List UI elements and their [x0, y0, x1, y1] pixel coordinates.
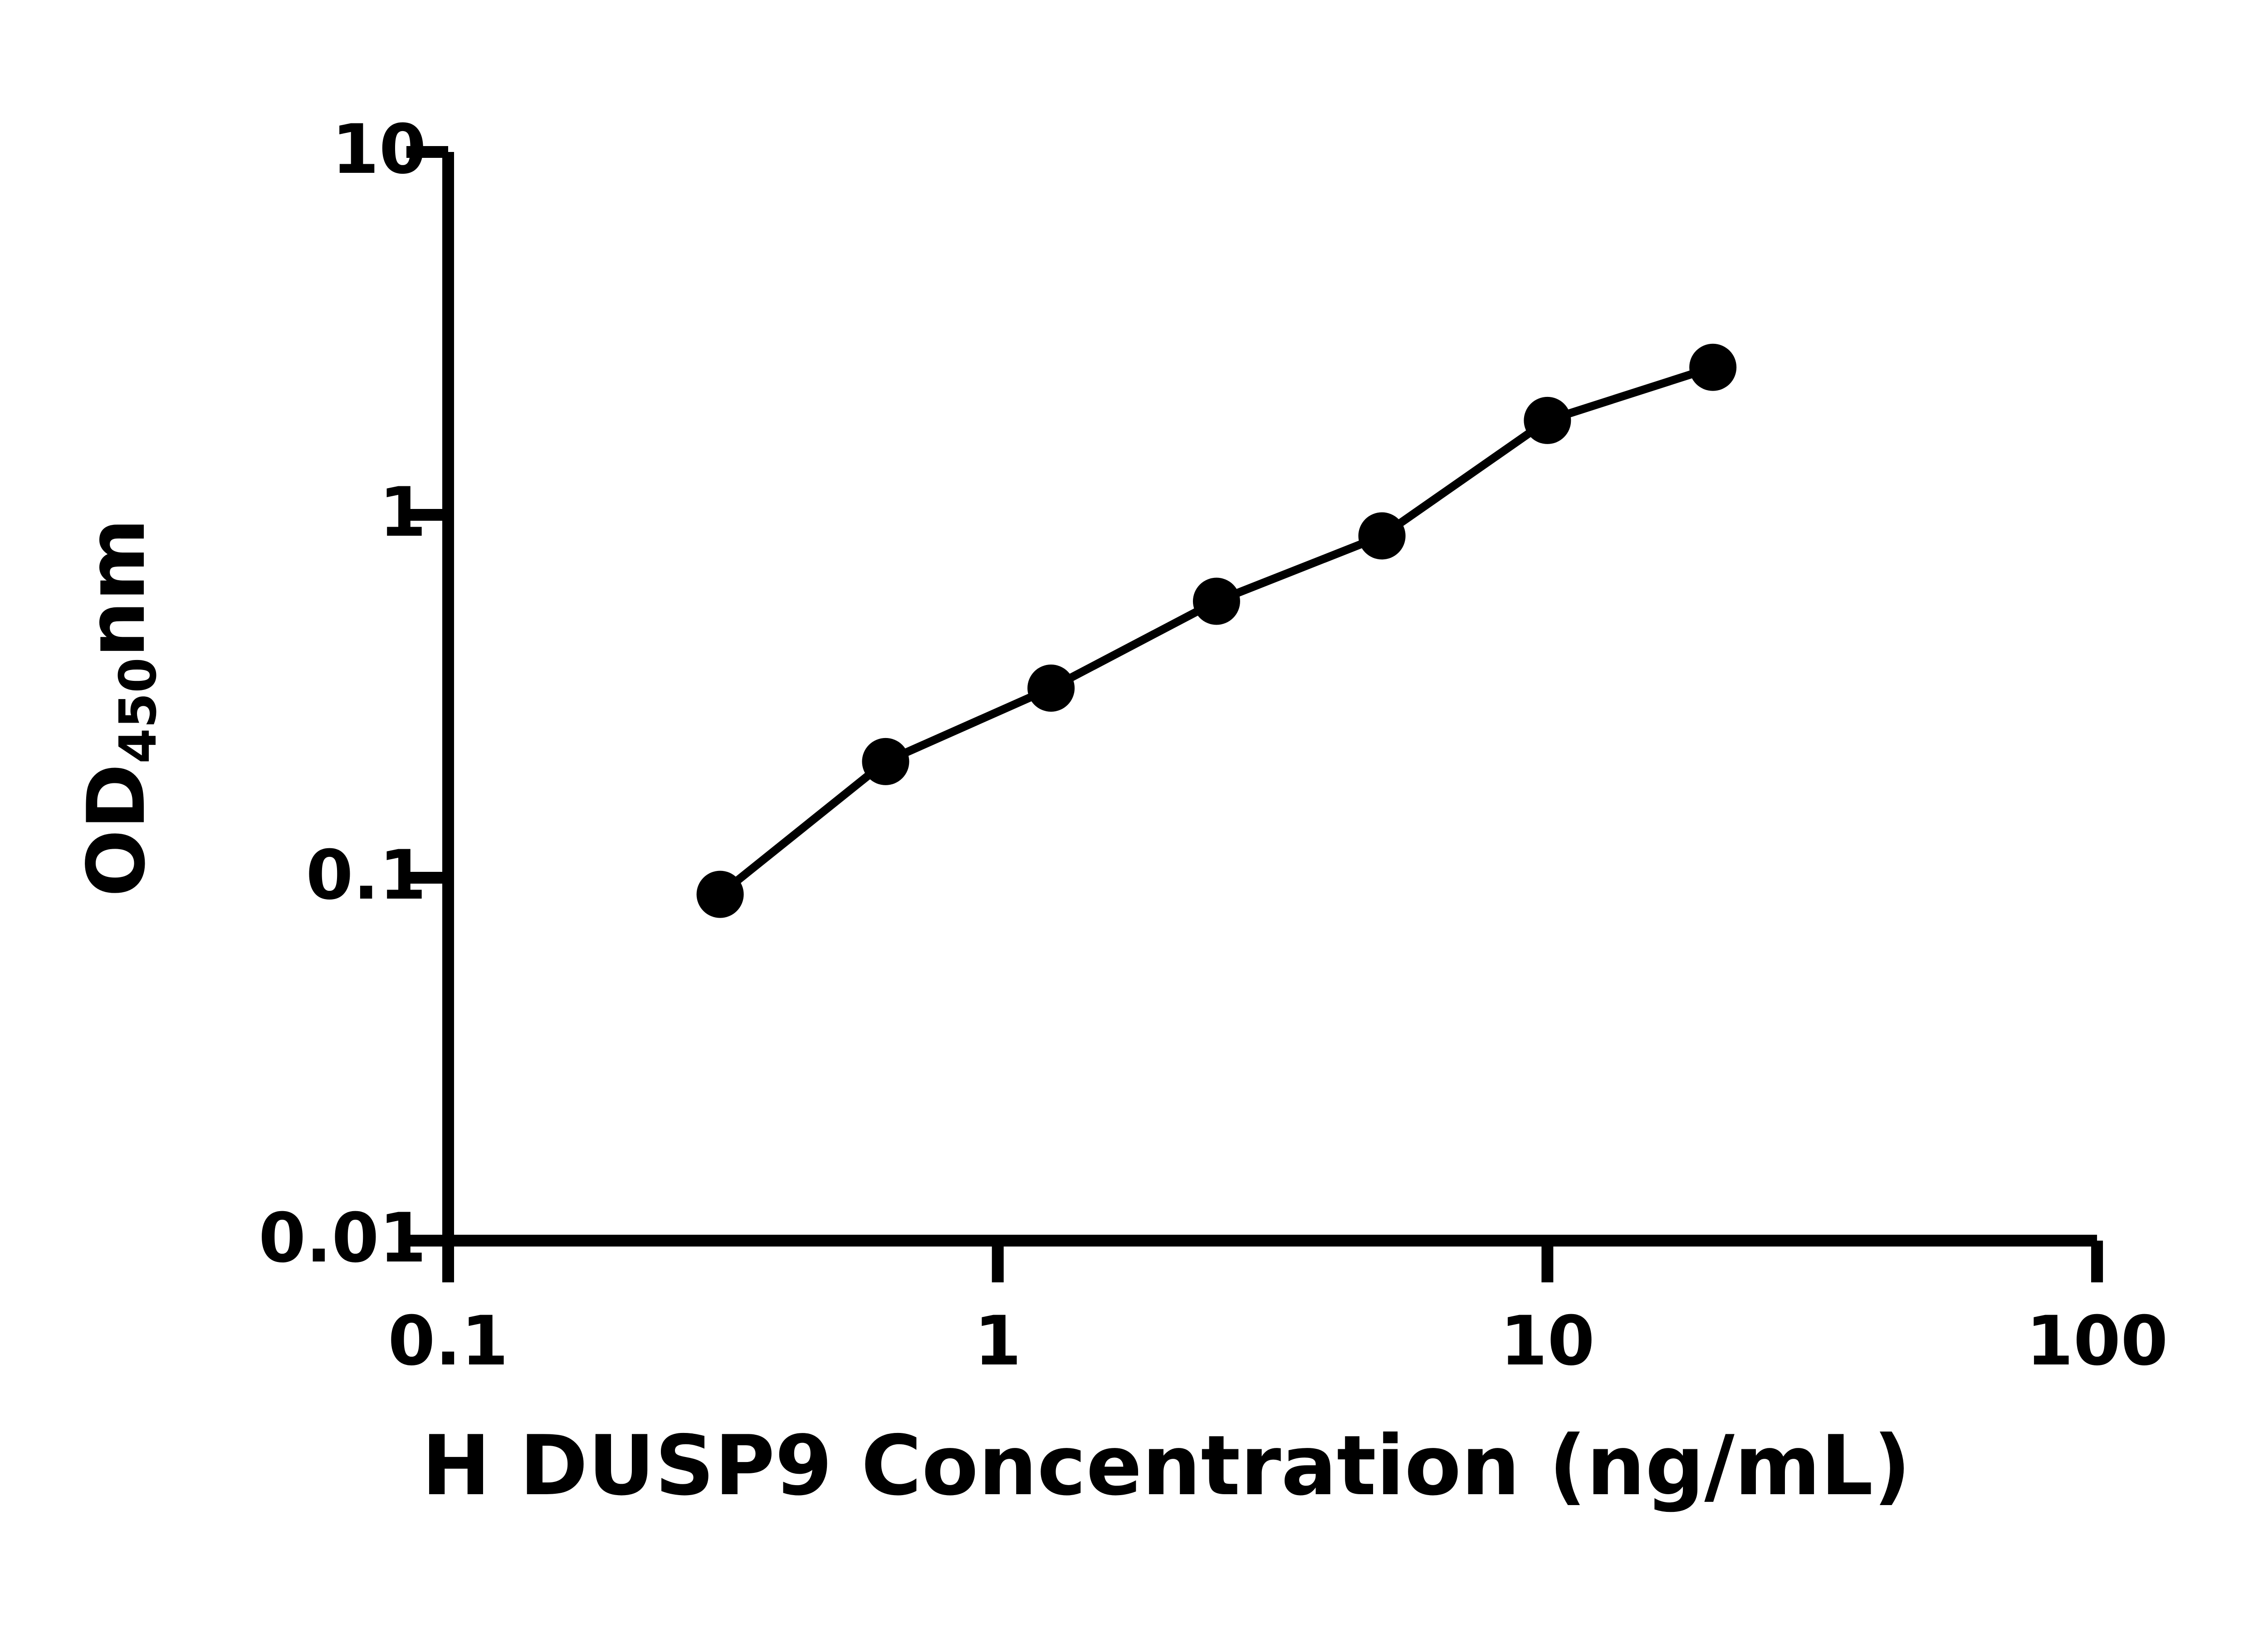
x-tick-label-1: 1	[974, 1302, 1022, 1381]
data-series	[696, 343, 1737, 918]
data-point-2	[1027, 665, 1075, 712]
data-point-0	[696, 870, 744, 918]
data-point-3	[1193, 577, 1240, 625]
data-point-1	[862, 738, 909, 785]
axes	[406, 146, 2103, 1282]
x-tick-label-0: 0.1	[388, 1302, 508, 1381]
data-point-6	[1689, 343, 1737, 391]
x-axis-title: H DUSP9 Concentration (ng/mL)	[421, 1418, 1911, 1514]
x-tick-label-2: 10	[1500, 1302, 1595, 1381]
y-tick-label-0: 0.01	[258, 1199, 426, 1278]
x-tick-label-3: 100	[2026, 1302, 2168, 1381]
y-tick-label-1: 0.1	[306, 836, 426, 915]
series-line	[716, 363, 1717, 899]
data-point-4	[1358, 512, 1406, 560]
data-point-5	[1524, 396, 1571, 444]
